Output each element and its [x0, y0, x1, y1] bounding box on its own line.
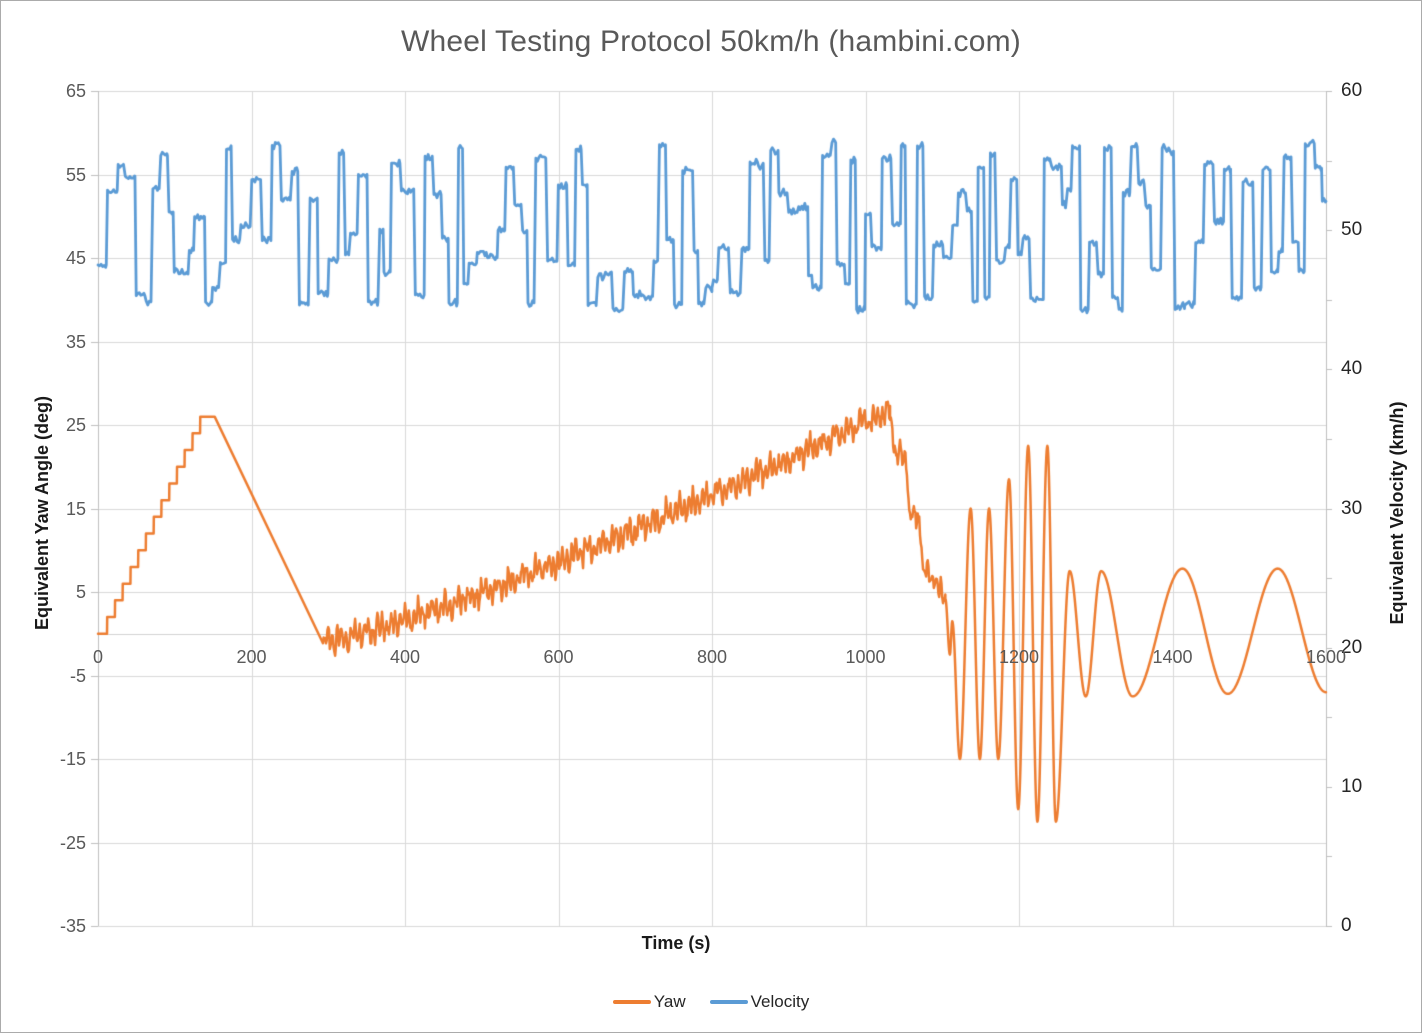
x-tick-label: 1400 — [1152, 646, 1193, 667]
x-tick-label: 400 — [389, 646, 421, 667]
chart-title: Wheel Testing Protocol 50km/h (hambini.c… — [401, 25, 1021, 58]
yaw-line-icon — [612, 1000, 651, 1004]
x-tick-label: 1200 — [998, 646, 1040, 667]
y-right-tick-label: 50 — [1341, 219, 1363, 241]
y-left-tick-label: -15 — [59, 749, 86, 769]
x-tick-label: 1000 — [845, 646, 886, 667]
legend-item-yaw: Yaw — [612, 992, 686, 1012]
legend-label-velocity: Velocity — [750, 992, 810, 1011]
y-left-tick-label: 25 — [65, 415, 86, 435]
y-right-axis-title: Equivalent Velocity (km/h) — [1387, 401, 1407, 625]
y-left-tick-label: 55 — [65, 164, 86, 185]
y-right-tick-label: 10 — [1341, 775, 1363, 797]
y-right-tick-label: 20 — [1341, 636, 1363, 658]
x-tick-label: 200 — [236, 646, 267, 667]
y-left-tick-label: -5 — [69, 665, 86, 686]
x-tick-label: 0 — [92, 646, 103, 667]
y-left-tick-label: 65 — [65, 81, 86, 101]
y-left-tick-label: -35 — [59, 916, 86, 936]
x-axis-title: Time (s) — [641, 933, 711, 953]
y-left-axis-title: Equivalent Yaw Angle (deg) — [32, 395, 52, 631]
legend: Yaw Velocity — [1, 989, 1421, 1015]
y-left-tick-label: 35 — [65, 331, 86, 352]
x-tick-label: 600 — [543, 646, 574, 667]
velocity-line-icon — [709, 1000, 748, 1004]
legend-item-velocity: Velocity — [709, 992, 810, 1012]
y-right-tick-label: 0 — [1341, 915, 1352, 936]
x-tick-label: 800 — [696, 646, 728, 667]
y-left-tick-label: 45 — [65, 248, 86, 268]
y-right-tick-label: 30 — [1341, 497, 1363, 519]
y-left-tick-label: 15 — [65, 498, 86, 519]
y-left-tick-label: -25 — [59, 832, 86, 853]
x-tick-label: 1600 — [1305, 646, 1347, 667]
legend-label-yaw: Yaw — [653, 992, 686, 1011]
y-right-tick-label: 60 — [1341, 80, 1363, 101]
y-left-tick-label: 5 — [75, 582, 86, 602]
y-right-tick-label: 40 — [1341, 358, 1363, 380]
